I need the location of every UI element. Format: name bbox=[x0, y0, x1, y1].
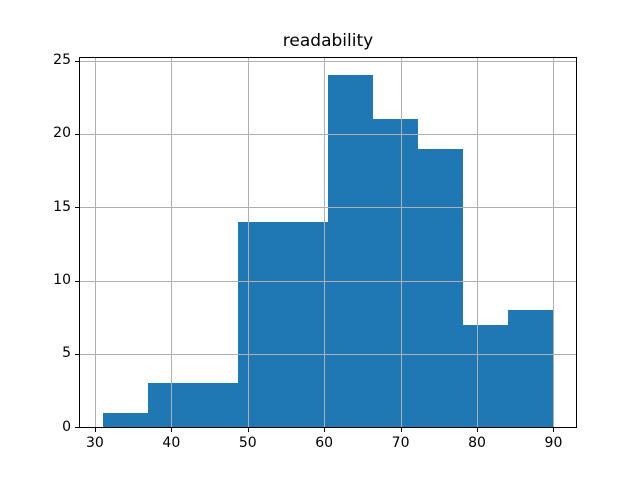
y-tick-label-5: 5 bbox=[62, 345, 71, 362]
y-tick-label-0: 0 bbox=[62, 418, 71, 435]
y-tick-label-20: 20 bbox=[53, 125, 71, 142]
grid-layer bbox=[80, 57, 576, 429]
y-tick-mark-10 bbox=[75, 280, 80, 282]
x-tick-label-50: 50 bbox=[238, 435, 257, 452]
histogram-bar bbox=[192, 383, 238, 428]
bars-layer bbox=[80, 58, 576, 428]
histogram-bar bbox=[508, 309, 554, 428]
x-tick-label-90: 90 bbox=[544, 435, 563, 452]
x-tick-label-60: 60 bbox=[315, 435, 334, 452]
histogram-bar bbox=[282, 221, 328, 428]
gridline-y-20 bbox=[80, 133, 576, 135]
gridline-x-40 bbox=[171, 57, 173, 428]
y-tick-mark-20 bbox=[75, 133, 80, 135]
histogram-bar bbox=[463, 324, 509, 428]
y-tick-mark-5 bbox=[75, 353, 80, 355]
histogram-bar bbox=[147, 383, 193, 428]
y-tick-mark-15 bbox=[75, 207, 80, 209]
x-tick-mark-70 bbox=[400, 427, 402, 433]
y-tick-label-15: 15 bbox=[53, 198, 71, 215]
x-tick-mark-50 bbox=[247, 427, 249, 433]
gridline-y-5 bbox=[80, 353, 576, 355]
y-tick-mark-0 bbox=[75, 427, 80, 429]
x-tick-label-40: 40 bbox=[162, 435, 181, 452]
histogram-bar bbox=[102, 412, 148, 428]
histogram-bar bbox=[237, 221, 283, 428]
gridline-x-70 bbox=[400, 57, 402, 428]
y-tick-label-25: 25 bbox=[53, 52, 71, 69]
gridline-x-90 bbox=[553, 57, 555, 428]
x-tick-label-80: 80 bbox=[468, 435, 486, 452]
y-tick-mark-25 bbox=[75, 60, 80, 62]
x-tick-label-70: 70 bbox=[391, 435, 410, 452]
x-tick-mark-90 bbox=[553, 427, 555, 433]
x-tick-mark-80 bbox=[477, 427, 479, 433]
gridline-x-80 bbox=[477, 57, 479, 428]
x-tick-mark-60 bbox=[324, 427, 326, 433]
x-tick-mark-40 bbox=[171, 427, 173, 433]
gridline-y-15 bbox=[80, 207, 576, 209]
x-tick-mark-30 bbox=[94, 427, 96, 433]
chart-title: readability bbox=[282, 31, 374, 51]
histogram-bar bbox=[418, 148, 464, 428]
x-tick-label-30: 30 bbox=[85, 435, 104, 452]
gridline-y-0 bbox=[80, 427, 576, 429]
gridline-x-60 bbox=[324, 57, 326, 428]
histogram-bar bbox=[328, 75, 374, 428]
y-tick-label-10: 10 bbox=[53, 272, 71, 289]
plot-area bbox=[79, 56, 577, 429]
gridline-y-25 bbox=[80, 60, 576, 62]
gridline-x-30 bbox=[94, 57, 96, 428]
gridline-y-10 bbox=[80, 280, 576, 282]
histogram-bar bbox=[373, 119, 419, 428]
gridline-x-50 bbox=[247, 57, 249, 428]
